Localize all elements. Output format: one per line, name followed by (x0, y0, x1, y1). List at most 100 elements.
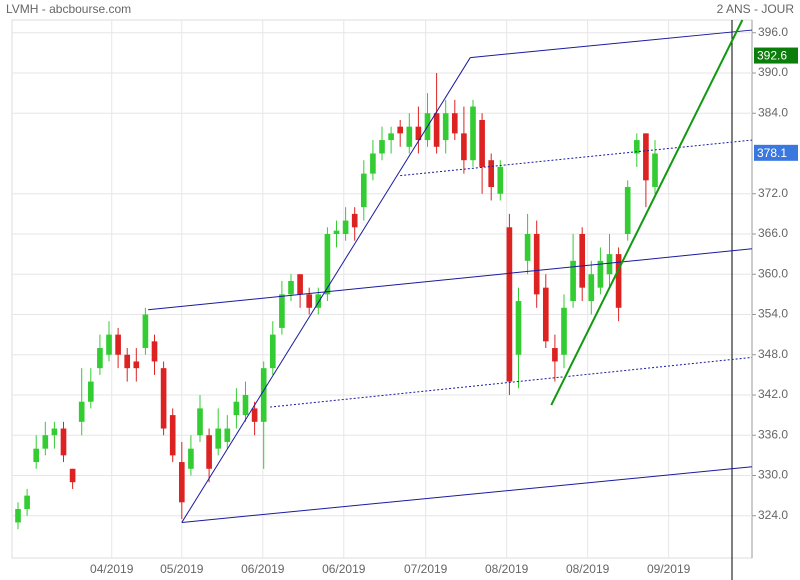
y-tick-label: 330.0 (758, 468, 788, 482)
candle-body (51, 428, 58, 436)
candle-body (606, 254, 613, 275)
candle-body (624, 187, 631, 234)
x-tick-label: 09/2019 (647, 562, 691, 576)
candle-body (470, 106, 476, 161)
candle-body (215, 428, 222, 449)
price-badge-label: 392.6 (757, 49, 787, 63)
candle-body (633, 140, 640, 154)
candle-body (351, 213, 358, 228)
candle-body (106, 334, 112, 355)
candle-body (643, 133, 649, 181)
candle-body (42, 435, 49, 449)
candle-body (15, 509, 21, 523)
candle-body (160, 368, 167, 429)
x-tick-label: 04/2019 (90, 562, 134, 576)
candle-body (388, 133, 394, 141)
candle-body (188, 448, 194, 469)
candle-body (133, 361, 140, 369)
x-tick-label: 05/2019 (160, 562, 204, 576)
y-tick-label: 372.0 (758, 186, 788, 200)
candle-body (233, 401, 240, 416)
chart-subtitle: 2 ANS - JOUR (717, 2, 795, 16)
candle-body (552, 348, 558, 362)
x-tick-label: 08/2019 (485, 562, 529, 576)
trend-line (270, 356, 753, 408)
candle-body (451, 113, 458, 134)
candle-body (488, 160, 495, 188)
candle-body (242, 394, 249, 416)
y-tick-label: 396.0 (758, 25, 788, 39)
candle-body (615, 254, 622, 308)
candle-body (524, 233, 531, 261)
trend-line (181, 466, 753, 523)
candle-body (297, 274, 303, 295)
candle-body (406, 126, 413, 147)
y-tick-label: 324.0 (758, 508, 788, 522)
candle-body (279, 294, 285, 328)
candle-body (533, 233, 540, 295)
candle-body (169, 415, 176, 456)
candle-body (333, 230, 340, 234)
y-tick-label: 384.0 (758, 105, 788, 119)
trend-line (181, 57, 471, 523)
candle-body (324, 233, 331, 295)
y-tick-label: 354.0 (758, 307, 788, 321)
y-tick-label: 342.0 (758, 387, 788, 401)
candle-body (97, 348, 103, 369)
trend-line (470, 29, 753, 59)
y-tick-label: 360.0 (758, 266, 788, 280)
trend-line (550, 19, 744, 406)
price-badge (754, 144, 798, 161)
candle-body (115, 334, 121, 355)
candle-body (24, 495, 30, 510)
candle-body (506, 227, 513, 382)
trend-line (148, 248, 753, 311)
y-tick-label: 366.0 (758, 226, 788, 240)
candle-body (288, 280, 294, 295)
candle-body (260, 368, 267, 422)
candle-body (397, 126, 404, 134)
candle-body (579, 233, 586, 288)
y-tick-label: 348.0 (758, 347, 788, 361)
candle-body (315, 294, 322, 308)
chart-title: LVMH - abcbourse.com (6, 2, 131, 16)
candle-body (151, 341, 158, 362)
candle-body (597, 260, 604, 288)
candle-body (87, 381, 94, 402)
x-tick-label: 08/2019 (566, 562, 610, 576)
x-tick-label: 07/2019 (404, 562, 448, 576)
candle-body (570, 260, 576, 302)
candle-body (442, 113, 449, 141)
y-tick-label: 390.0 (758, 65, 788, 79)
candle-body (461, 133, 467, 161)
x-tick-label: 06/2019 (322, 562, 366, 576)
candle-body (652, 153, 658, 188)
candle-body (269, 334, 276, 369)
candle-body (206, 435, 212, 469)
candle-body (370, 153, 376, 174)
candle-body (360, 173, 367, 208)
candle-body (224, 428, 231, 442)
candle-body (342, 220, 349, 234)
candle-body (561, 307, 567, 355)
candle-body (542, 287, 549, 342)
trend-line (400, 139, 753, 177)
candle-body (515, 301, 522, 355)
candle-body (588, 274, 595, 302)
price-badge-label: 378.1 (757, 146, 787, 160)
candle-body (78, 401, 85, 422)
candle-body (479, 119, 485, 167)
candle-body (33, 448, 40, 463)
x-tick-label: 06/2019 (241, 562, 285, 576)
candle-body (124, 354, 131, 369)
candle-body (178, 462, 185, 503)
candle-body (142, 314, 149, 349)
y-tick-label: 336.0 (758, 427, 788, 441)
candle-body (415, 126, 422, 141)
candle-body (306, 294, 313, 308)
price-badge (754, 47, 798, 64)
candle-body (69, 468, 76, 483)
candle-body (379, 140, 385, 154)
